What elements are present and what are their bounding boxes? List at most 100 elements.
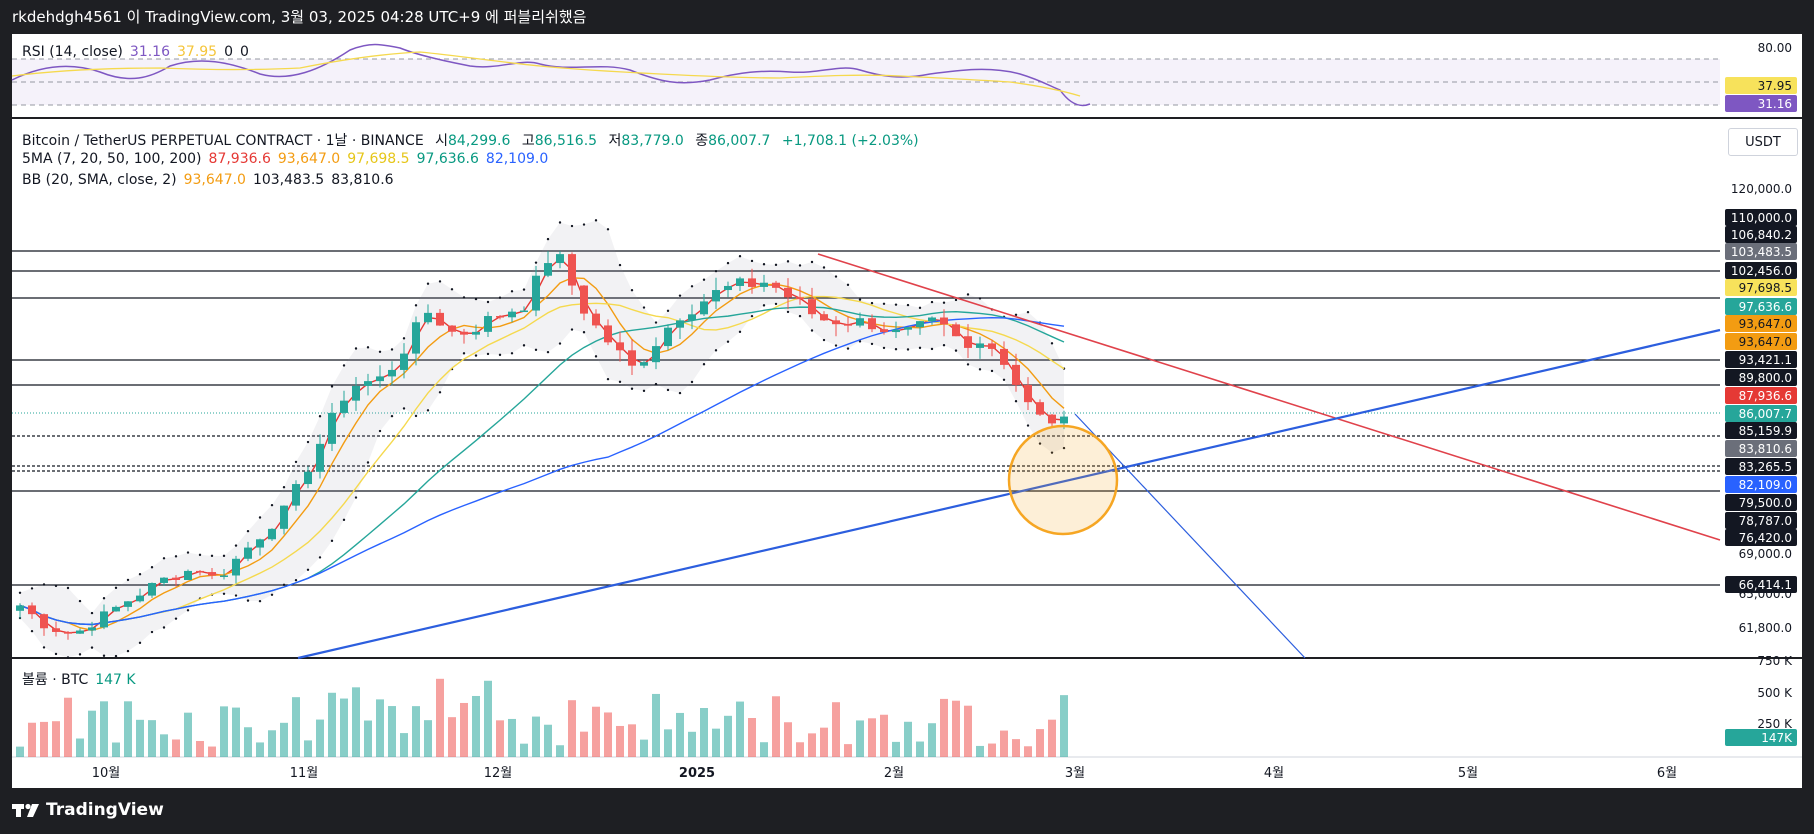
candle-body[interactable] — [100, 611, 108, 628]
candle-body[interactable] — [436, 312, 444, 326]
candle-body[interactable] — [448, 325, 456, 332]
candle-body[interactable] — [784, 287, 792, 298]
footer-brand[interactable]: TradingView — [12, 800, 164, 820]
candle-body[interactable] — [832, 320, 840, 325]
candle-body[interactable] — [724, 285, 732, 291]
candle-body[interactable] — [508, 311, 516, 318]
candle-body[interactable] — [328, 412, 336, 444]
candle-body[interactable] — [352, 385, 360, 401]
candle-body[interactable] — [928, 317, 936, 322]
candle-body[interactable] — [280, 505, 288, 529]
candle-body[interactable] — [292, 484, 300, 506]
bb-legend[interactable]: BB (20, SMA, close, 2) 93,647.0 103,483.5 8… — [22, 172, 401, 188]
candle-body[interactable] — [196, 570, 204, 573]
projection-line[interactable] — [1074, 413, 1306, 659]
candle-body[interactable] — [64, 631, 72, 634]
candle-body[interactable] — [112, 606, 120, 612]
candle-body[interactable] — [40, 614, 48, 629]
candle-body[interactable] — [556, 254, 564, 264]
candle-body[interactable] — [1048, 414, 1056, 424]
candle-body[interactable] — [760, 282, 768, 287]
candle-body[interactable] — [424, 312, 432, 323]
candle-body[interactable] — [400, 353, 408, 370]
candle-body[interactable] — [160, 577, 168, 583]
candle-body[interactable] — [52, 628, 60, 632]
candle-body[interactable] — [844, 324, 852, 326]
candle-body[interactable] — [628, 350, 636, 366]
rsi-legend[interactable]: RSI (14, close) 31.16 37.95 0 0 — [22, 44, 256, 60]
candle-body[interactable] — [640, 362, 648, 366]
candle-body[interactable] — [88, 627, 96, 631]
symbol-legend[interactable]: Bitcoin / TetherUS PERPETUAL CONTRACT · … — [22, 130, 926, 150]
candle-body[interactable] — [736, 278, 744, 286]
candle-body[interactable] — [496, 316, 504, 318]
candle-body[interactable] — [520, 310, 528, 313]
candle-body[interactable] — [988, 343, 996, 349]
candle-body[interactable] — [364, 381, 372, 386]
candle-body[interactable] — [412, 322, 420, 354]
candle-body[interactable] — [484, 316, 492, 332]
candle-body[interactable] — [232, 558, 240, 576]
sma-legend[interactable]: 5MA (7, 20, 50, 100, 200) 87,936.6 93,647.… — [22, 151, 555, 167]
candle-body[interactable] — [616, 342, 624, 351]
candle-body[interactable] — [796, 297, 804, 300]
candle-body[interactable] — [880, 329, 888, 333]
candle-body[interactable] — [916, 321, 924, 328]
candle-body[interactable] — [712, 290, 720, 302]
candle-body[interactable] — [856, 318, 864, 326]
candle-body[interactable] — [700, 301, 708, 315]
candle-body[interactable] — [220, 575, 228, 577]
candle-body[interactable] — [340, 400, 348, 413]
candle-body[interactable] — [892, 329, 900, 333]
candle-body[interactable] — [976, 343, 984, 348]
candle-body[interactable] — [676, 320, 684, 328]
candle-body[interactable] — [580, 285, 588, 314]
candle-body[interactable] — [748, 278, 756, 287]
candle-body[interactable] — [964, 336, 972, 348]
candle-body[interactable] — [772, 282, 780, 288]
candle-body[interactable] — [1036, 402, 1044, 415]
candle-body[interactable] — [460, 331, 468, 335]
candle-body[interactable] — [1024, 384, 1032, 403]
candle-body[interactable] — [172, 577, 180, 580]
candle-body[interactable] — [688, 314, 696, 321]
candle-body[interactable] — [124, 601, 132, 607]
candle-body[interactable] — [304, 471, 312, 485]
candle-body[interactable] — [16, 605, 24, 611]
candle-body[interactable] — [208, 572, 216, 576]
candle-body[interactable] — [820, 314, 828, 321]
candle-body[interactable] — [940, 317, 948, 325]
candle-body[interactable] — [868, 318, 876, 330]
candle-body[interactable] — [388, 369, 396, 377]
candle-body[interactable] — [808, 299, 816, 315]
candle-body[interactable] — [244, 547, 252, 559]
candle-body[interactable] — [136, 595, 144, 602]
candle-body[interactable] — [652, 346, 660, 363]
candle-body[interactable] — [184, 570, 192, 580]
candlesticks[interactable] — [16, 251, 1068, 640]
volume-legend[interactable]: 볼륨 · BTC 147 K — [22, 669, 143, 689]
candle-body[interactable] — [952, 324, 960, 337]
candle-body[interactable] — [76, 630, 84, 634]
highlight-circle[interactable] — [1007, 424, 1119, 536]
descending-trendline[interactable] — [817, 253, 1721, 541]
candle-body[interactable] — [256, 539, 264, 548]
candle-body[interactable] — [544, 263, 552, 276]
currency-button[interactable]: USDT — [1728, 128, 1798, 156]
candle-body[interactable] — [28, 605, 36, 615]
candle-body[interactable] — [664, 327, 672, 347]
candle-body[interactable] — [268, 528, 276, 540]
candle-body[interactable] — [568, 254, 576, 286]
candle-body[interactable] — [1060, 416, 1068, 424]
candle-body[interactable] — [1012, 364, 1020, 385]
candle-body[interactable] — [376, 376, 384, 382]
candle-body[interactable] — [604, 325, 612, 343]
candle-body[interactable] — [1000, 348, 1008, 365]
candle-body[interactable] — [532, 275, 540, 311]
candle-body[interactable] — [592, 313, 600, 326]
candle-body[interactable] — [472, 331, 480, 335]
candle-body[interactable] — [148, 582, 156, 596]
ascending-trendline[interactable] — [297, 328, 1721, 660]
candle-body[interactable] — [316, 443, 324, 472]
